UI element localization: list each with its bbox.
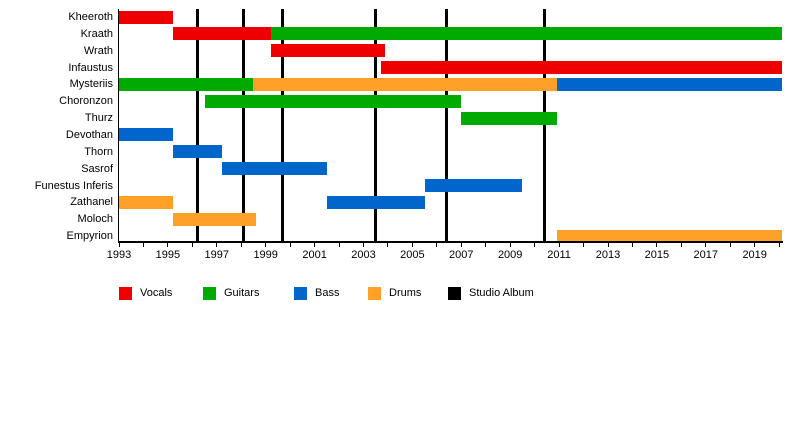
legend-label-guitars: Guitars xyxy=(224,287,260,299)
timeline-bar-drums xyxy=(556,229,782,243)
studio-album-line xyxy=(542,9,546,241)
timeline-bar-vocals xyxy=(270,44,386,58)
x-axis-tick xyxy=(387,242,389,247)
x-axis-tick-label: 2013 xyxy=(595,249,621,261)
x-axis-tick-label: 1993 xyxy=(106,249,132,261)
x-axis-tick-label: 2007 xyxy=(449,249,474,261)
x-axis-tick xyxy=(436,242,438,247)
x-axis-tick xyxy=(411,242,413,247)
x-axis-tick xyxy=(265,242,267,247)
x-axis-tick xyxy=(509,242,511,247)
x-axis-tick xyxy=(583,242,585,247)
timeline-bar-drums xyxy=(172,212,256,226)
row-label-infaustus: Infaustus xyxy=(68,61,113,74)
legend-label-bass: Bass xyxy=(315,287,340,299)
x-axis-tick xyxy=(240,242,242,247)
row-label-devothan: Devothan xyxy=(65,128,113,141)
studio-album-line xyxy=(242,9,246,241)
row-label-empyrion: Empyrion xyxy=(66,230,113,243)
row-label-mysteriis: Mysteriis xyxy=(69,78,113,91)
x-axis-line xyxy=(117,241,784,243)
x-axis-tick-label: 1995 xyxy=(155,249,181,261)
row-label-thorn: Thorn xyxy=(84,145,113,158)
timeline-bar-guitars xyxy=(270,27,782,41)
legend-swatch-studio-album xyxy=(448,287,461,300)
x-axis-tick-label: 2015 xyxy=(644,249,670,261)
x-axis-tick xyxy=(729,242,731,247)
legend-swatch-drums xyxy=(368,287,381,300)
timeline-bar-bass xyxy=(556,77,782,91)
row-label-kraath: Kraath xyxy=(80,27,113,40)
x-axis-tick xyxy=(118,242,120,247)
x-axis-tick xyxy=(191,242,193,247)
studio-album-line xyxy=(374,9,378,241)
timeline-bar-vocals xyxy=(172,27,271,41)
x-axis-tick xyxy=(680,242,682,247)
studio-album-line xyxy=(445,9,449,241)
x-axis-tick xyxy=(778,242,780,247)
legend-label-drums: Drums xyxy=(389,287,422,299)
x-axis-tick xyxy=(216,242,218,247)
legend-label-studio-album: Studio Album xyxy=(469,287,534,299)
timeline-bar-bass xyxy=(172,145,222,159)
x-axis-tick-label: 2003 xyxy=(351,249,376,261)
x-axis-tick-label: 2011 xyxy=(547,249,571,261)
x-axis-tick xyxy=(705,242,707,247)
x-axis-tick xyxy=(363,242,364,247)
row-label-kheeroth: Kheeroth xyxy=(68,11,113,23)
legend-label-vocals: Vocals xyxy=(140,287,173,299)
row-label-moloch: Moloch xyxy=(77,213,113,226)
timeline-bar-vocals xyxy=(119,10,173,24)
row-label-choronzon: Choronzon xyxy=(59,95,113,108)
timeline-bar-bass xyxy=(424,179,523,192)
row-label-funestus-inferis: Funestus Inferis xyxy=(34,179,113,192)
x-axis-tick-label: 2001 xyxy=(302,249,327,261)
x-axis-tick-label: 1997 xyxy=(204,249,230,261)
row-label-zathanel: Zathanel xyxy=(70,196,113,209)
legend-swatch-guitars xyxy=(203,287,216,300)
row-label-sasrof: Sasrof xyxy=(81,162,113,175)
timeline-bar-vocals xyxy=(380,61,782,75)
timeline-bar-guitars xyxy=(119,77,254,91)
x-axis-tick xyxy=(631,242,633,247)
studio-album-line xyxy=(195,9,199,241)
x-axis-tick xyxy=(289,242,291,247)
timeline-bar-bass xyxy=(221,162,327,176)
x-axis-tick xyxy=(314,242,316,247)
legend-swatch-bass xyxy=(294,287,307,300)
timeline-bar-drums xyxy=(253,77,557,91)
x-axis-tick xyxy=(558,242,560,247)
x-axis-tick xyxy=(754,242,756,247)
timeline-bar-bass xyxy=(119,128,173,142)
y-axis-line xyxy=(117,9,119,241)
x-axis-tick xyxy=(534,242,536,247)
studio-album-line xyxy=(281,9,285,241)
timeline-bar-drums xyxy=(119,195,173,209)
x-axis-tick xyxy=(167,242,169,247)
x-axis-tick-label: 1999 xyxy=(253,249,278,261)
legend-swatch-vocals xyxy=(119,287,132,300)
x-axis-tick-label: 2009 xyxy=(497,249,523,261)
x-axis-tick-label: 2019 xyxy=(742,249,767,261)
x-axis-tick xyxy=(142,242,144,247)
timeline-bar-bass xyxy=(326,195,425,209)
timeline-bar-guitars xyxy=(461,111,557,125)
x-axis-tick xyxy=(338,242,340,247)
x-axis-tick-label: 2005 xyxy=(400,249,425,261)
timeline-bar-guitars xyxy=(204,94,462,108)
row-label-thurz: Thurz xyxy=(84,112,113,125)
x-axis-tick xyxy=(460,242,462,247)
x-axis-tick xyxy=(607,242,609,247)
x-axis-tick-label: 2017 xyxy=(693,249,719,261)
row-label-wrath: Wrath xyxy=(83,44,113,57)
x-axis-tick xyxy=(656,242,658,247)
x-axis-tick xyxy=(485,242,487,247)
